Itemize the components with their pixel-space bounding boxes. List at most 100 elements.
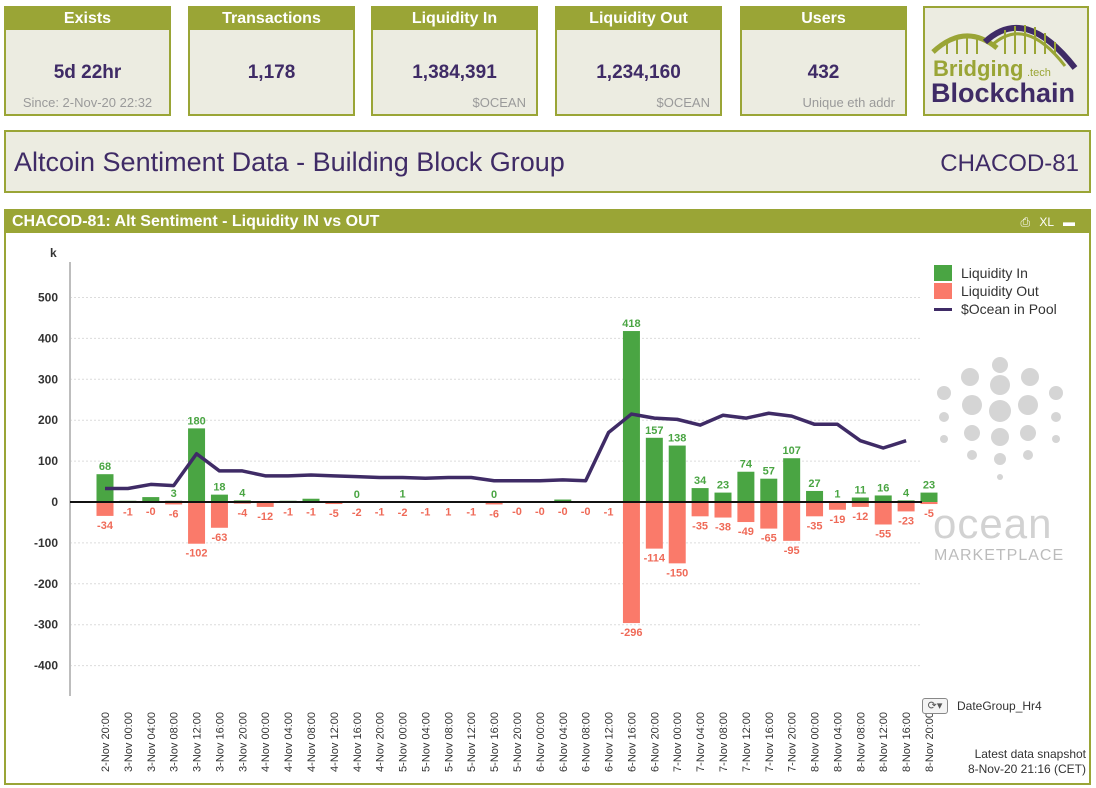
bar-liquidity-out	[622, 502, 640, 624]
kpi-label: Liquidity In	[373, 8, 536, 30]
legend-label: Liquidity Out	[961, 283, 1039, 299]
ocean-brand-word: ocean	[933, 500, 1053, 547]
data-label-out: -35	[692, 520, 708, 532]
series-line-ocean-in-pool	[105, 411, 907, 491]
data-label-out: -2	[352, 507, 362, 519]
data-label-out: -0	[535, 506, 545, 518]
dategroup-label: DateGroup_Hr4	[957, 699, 1042, 713]
data-label-in: 18	[213, 482, 225, 494]
data-label-in: 1	[834, 489, 840, 501]
data-label-in: 157	[645, 425, 663, 437]
y-tick-label: 400	[38, 331, 58, 345]
data-label-out: -12	[852, 511, 868, 523]
x-tick-label: 3-Nov 12:00	[192, 712, 204, 772]
logo-line1: Bridging	[933, 56, 1023, 81]
excel-export-button[interactable]: XL	[1039, 215, 1054, 229]
kpi-value: 1,178	[247, 62, 296, 83]
x-tick-label: 5-Nov 04:00	[420, 712, 432, 772]
snapshot-title: Latest data snapshot	[974, 747, 1086, 761]
kpi-subtext: Unique eth addr	[802, 95, 895, 110]
kpi-liquidity-in: Liquidity In 1,384,391 $OCEAN	[371, 6, 538, 116]
printer-icon[interactable]: ⎙	[1020, 215, 1031, 229]
x-tick-label: 8-Nov 20:00	[924, 712, 936, 772]
dategroup-selector[interactable]: ⟳▾ DateGroup_Hr4	[922, 698, 1042, 714]
x-tick-label: 8-Nov 04:00	[832, 712, 844, 772]
legend-item-ocean-in-pool: $Ocean in Pool	[934, 300, 1057, 318]
chart-panel: CHACOD-81: Alt Sentiment - Liquidity IN …	[4, 209, 1091, 785]
bar-liquidity-out	[783, 502, 801, 541]
bar-liquidity-out	[188, 502, 206, 544]
legend-item-liquidity-out: Liquidity Out	[934, 282, 1057, 300]
data-label-out: -12	[257, 511, 273, 523]
x-tick-label: 2-Nov 20:00	[100, 712, 112, 772]
logo-tech: .tech	[1027, 67, 1051, 79]
page-header: Altcoin Sentiment Data - Building Block …	[4, 130, 1091, 193]
page-code: CHACOD-81	[940, 150, 1079, 177]
bar-liquidity-out	[806, 502, 824, 517]
bar-liquidity-in	[806, 490, 824, 502]
data-label-out: -1	[421, 506, 431, 518]
bridging-blockchain-logo: Bridging .tech Blockchain	[923, 6, 1089, 116]
legend-item-liquidity-in: Liquidity In	[934, 264, 1057, 282]
ocean-dots-icon	[937, 357, 1063, 480]
y-tick-label: -400	[34, 659, 58, 673]
y-tick-label: -300	[34, 618, 58, 632]
snapshot-time: 8-Nov-20 21:16 (CET)	[967, 762, 1086, 776]
data-label-in: 23	[923, 480, 935, 492]
data-label-out: -38	[715, 522, 731, 534]
chart-legend: Liquidity In Liquidity Out $Ocean in Poo…	[934, 264, 1057, 318]
kpi-label: Liquidity Out	[557, 8, 720, 30]
legend-swatch	[934, 283, 952, 299]
bar-liquidity-out	[760, 502, 778, 529]
x-tick-label: 7-Nov 16:00	[764, 712, 776, 772]
legend-label: Liquidity In	[961, 265, 1028, 281]
kpi-exists: Exists 5d 22hr Since: 2-Nov-20 22:32	[4, 6, 171, 116]
data-label-in: 57	[763, 466, 775, 478]
bar-liquidity-out	[737, 502, 755, 523]
x-tick-label: 4-Nov 04:00	[283, 712, 295, 772]
data-label-in: 4	[903, 487, 910, 499]
bar-liquidity-in	[622, 331, 640, 502]
kpi-liquidity-out: Liquidity Out 1,234,160 $OCEAN	[555, 6, 722, 116]
data-label-out: -0	[512, 506, 522, 518]
data-label-in: 11	[855, 485, 867, 497]
x-tick-label: 8-Nov 16:00	[901, 712, 913, 772]
data-label-out: -1	[283, 506, 293, 518]
logo-line2: Blockchain	[931, 78, 1075, 108]
bar-liquidity-out	[165, 502, 183, 505]
x-tick-label: 3-Nov 04:00	[146, 712, 158, 772]
data-label-in: 138	[668, 433, 686, 445]
data-label-out: -114	[644, 553, 666, 565]
bar-liquidity-in	[783, 458, 801, 502]
cycle-dropdown-icon[interactable]: ⟳▾	[922, 698, 948, 714]
x-tick-label: 3-Nov 16:00	[214, 712, 226, 772]
bar-liquidity-out	[874, 502, 892, 525]
minimize-icon[interactable]: ▬	[1063, 215, 1075, 229]
data-label-out: -6	[489, 508, 499, 520]
bridge-logo-icon: Bridging .tech Blockchain	[931, 25, 1078, 108]
data-label-in: 16	[877, 482, 889, 494]
x-tick-label: 7-Nov 08:00	[718, 712, 730, 772]
data-label-out: -35	[807, 520, 823, 532]
x-tick-label: 4-Nov 00:00	[260, 712, 272, 772]
chart-panel-header: CHACOD-81: Alt Sentiment - Liquidity IN …	[6, 211, 1089, 233]
x-tick-label: 6-Nov 16:00	[626, 712, 638, 772]
x-tick-label: 6-Nov 12:00	[604, 712, 616, 772]
kpi-value: 432	[807, 62, 840, 83]
kpi-subtext: Since: 2-Nov-20 22:32	[22, 95, 153, 110]
data-label-out: -2	[398, 507, 408, 519]
kpi-subtext: $OCEAN	[472, 95, 526, 110]
x-tick-label: 5-Nov 16:00	[489, 712, 501, 772]
bar-liquidity-out	[714, 502, 732, 518]
x-tick-label: 5-Nov 00:00	[398, 712, 410, 772]
x-tick-label: 7-Nov 12:00	[741, 712, 753, 772]
kpi-value: 1,234,160	[596, 62, 681, 83]
x-tick-label: 4-Nov 08:00	[306, 712, 318, 772]
data-label-in: 74	[740, 459, 753, 471]
bar-liquidity-out	[668, 502, 686, 564]
data-label-out: -150	[666, 567, 688, 579]
data-label-out: -19	[829, 514, 845, 526]
data-label-in: 0	[354, 489, 360, 501]
x-tick-label: 8-Nov 00:00	[810, 712, 822, 772]
data-label-out: -102	[186, 548, 208, 560]
